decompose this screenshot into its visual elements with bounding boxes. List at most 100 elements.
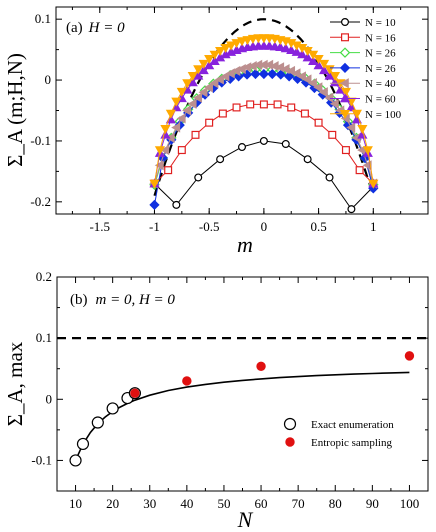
data-point — [341, 146, 350, 155]
data-point — [325, 173, 334, 182]
legend-marker — [339, 110, 351, 120]
y-tick-label: 0.2 — [36, 269, 52, 284]
legend-marker — [283, 417, 297, 431]
data-point — [286, 45, 297, 55]
data-point — [273, 100, 282, 109]
data-point — [250, 68, 261, 80]
legend-label: Entropic sampling — [311, 437, 392, 449]
data-point — [287, 103, 296, 112]
panel-a-series — [149, 34, 379, 214]
data-point — [232, 103, 241, 112]
data-point — [275, 41, 286, 51]
data-point — [318, 65, 330, 75]
data-point — [176, 87, 187, 97]
data-point — [326, 97, 337, 108]
data-point — [160, 144, 170, 156]
data-point — [69, 454, 82, 467]
data-point — [216, 155, 225, 164]
data-point — [172, 200, 181, 209]
data-point — [314, 118, 323, 127]
panel-b-fit-curve — [74, 371, 410, 461]
data-point — [324, 70, 335, 80]
legend-label: N = 16 — [365, 32, 396, 44]
data-point — [214, 74, 224, 85]
data-point — [296, 71, 306, 82]
y-tick-label: -0.1 — [30, 133, 51, 148]
legend-label: N = 100 — [365, 109, 402, 121]
x-tick-label: 0.5 — [310, 219, 326, 234]
data-point — [209, 50, 220, 60]
data-point — [259, 100, 268, 109]
data-point — [313, 60, 324, 70]
data-point — [236, 37, 248, 47]
panel-b-xlabel: N — [237, 507, 254, 532]
panel-b-points — [69, 351, 415, 467]
legend-label: N = 60 — [365, 94, 396, 106]
panel-a-ylabel: Σ_A (m;H,N) — [3, 53, 27, 167]
x-tick-label: 60 — [255, 496, 268, 511]
data-point — [313, 82, 323, 93]
x-tick-label: 20 — [106, 496, 119, 511]
series-4 — [149, 59, 378, 189]
legend-label: N = 26 — [365, 63, 396, 75]
panel-b-legend: Exact enumeration Entropic sampling — [283, 417, 394, 449]
data-point — [225, 41, 237, 51]
data-point — [291, 68, 301, 79]
legend-label: Exact enumeration — [311, 419, 394, 431]
panel-b-ticks: 10 20 30 40 50 60 70 80 90 100 -0.1 0 0.1 0.2 — [31, 269, 428, 511]
x-tick-label: 10 — [69, 496, 82, 511]
data-point — [76, 437, 90, 451]
data-point — [209, 78, 219, 89]
data-point — [205, 118, 214, 127]
data-point — [318, 59, 330, 69]
data-point — [187, 98, 197, 109]
data-point — [297, 49, 308, 59]
y-tick-label: 0 — [45, 72, 52, 87]
data-point — [362, 146, 373, 156]
legend-marker — [339, 93, 351, 103]
legend-label: N = 10 — [365, 17, 396, 29]
data-point — [281, 139, 290, 148]
x-tick-label: 100 — [400, 496, 420, 511]
data-point — [176, 113, 186, 124]
data-point — [267, 68, 278, 80]
data-point — [149, 179, 160, 189]
data-point — [302, 74, 312, 85]
legend-label: N = 26 — [365, 48, 396, 60]
x-tick-label: 0 — [261, 219, 268, 234]
legend-marker — [339, 78, 349, 89]
data-point — [238, 143, 247, 152]
data-point — [280, 43, 291, 53]
y-tick-label: 0.1 — [36, 330, 52, 345]
x-tick-label: 50 — [217, 496, 230, 511]
data-point — [284, 71, 295, 82]
data-point — [194, 173, 203, 182]
panel-b: 10 20 30 40 50 60 70 80 90 100 -0.1 0 0.1 0.2 (b) m = … — [3, 269, 429, 532]
legend-marker — [341, 33, 350, 42]
data-point — [308, 55, 319, 65]
x-tick-label: -1.5 — [89, 219, 110, 234]
data-point — [91, 416, 104, 429]
data-point — [256, 361, 266, 371]
data-point — [275, 69, 286, 80]
data-point — [182, 376, 192, 386]
data-point — [130, 388, 140, 398]
data-point — [198, 87, 208, 98]
panel-a-ticks: -1.5 -1 -0.5 0 0.5 1 -0.2 -0.1 0 0.1 — [30, 7, 428, 234]
x-tick-label: 30 — [143, 496, 156, 511]
data-point — [340, 87, 352, 97]
data-point — [160, 124, 171, 134]
series-0 — [150, 136, 378, 214]
data-point — [193, 70, 204, 80]
x-tick-label: 80 — [329, 496, 342, 511]
legend-marker — [339, 47, 351, 58]
panel-a-label: (a) H = 0 — [66, 20, 125, 36]
data-point — [329, 98, 339, 109]
panel-a-xlabel: m — [237, 232, 253, 257]
data-point — [329, 71, 341, 82]
data-point — [302, 52, 313, 62]
data-point — [357, 124, 368, 134]
data-point — [193, 92, 203, 103]
data-point — [165, 109, 176, 119]
